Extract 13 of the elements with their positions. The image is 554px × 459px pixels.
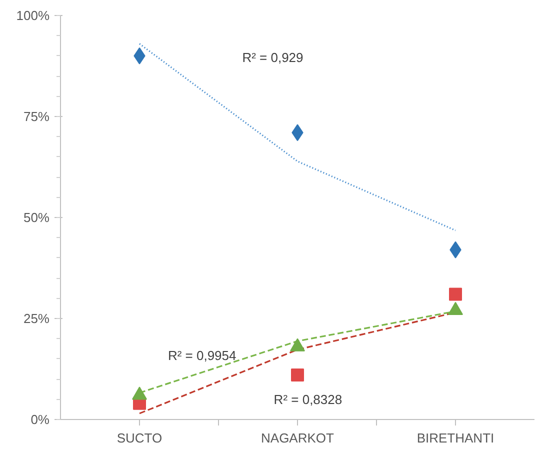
x-tick-label: NAGARKOT bbox=[261, 430, 334, 446]
y-tick-label: 0% bbox=[30, 412, 50, 427]
annotation: R² = 0,929 bbox=[242, 50, 304, 66]
y-tick-label: 25% bbox=[23, 311, 50, 326]
y-tick-label: 75% bbox=[23, 109, 50, 124]
annotation: R² = 0,8328 bbox=[274, 392, 342, 408]
annotation: R² = 0,9954 bbox=[168, 348, 236, 364]
x-tick-label: BIRETHANTI bbox=[416, 430, 494, 446]
x-tick-label: SUCTO bbox=[116, 430, 162, 446]
point bbox=[291, 368, 304, 382]
y-tick-label: 50% bbox=[23, 210, 50, 225]
point bbox=[449, 288, 462, 301]
y-tick-label: 100% bbox=[16, 8, 50, 23]
